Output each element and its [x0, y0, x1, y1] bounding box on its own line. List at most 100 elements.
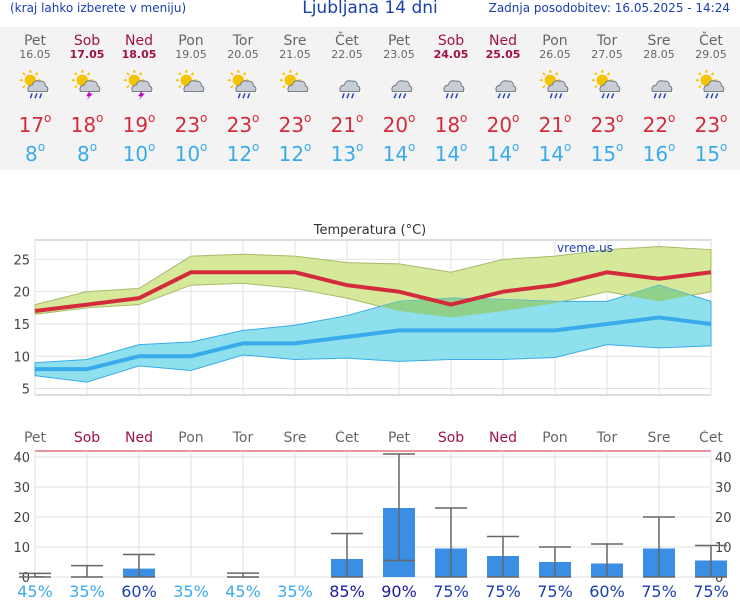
day-date: 25.05 — [485, 48, 521, 61]
min-temp: 13o — [330, 140, 364, 166]
day-name: Sre — [283, 33, 307, 49]
x-tick-label: Sre — [284, 430, 307, 446]
max-temp: 23o — [590, 111, 624, 137]
error-bar — [435, 507, 467, 578]
sun-cloud-thunder-icon — [123, 69, 153, 101]
day-name: Tor — [596, 33, 618, 49]
precip-probability: 75% — [641, 582, 677, 600]
x-tick-label: Čet — [335, 430, 359, 446]
day-date: 21.05 — [279, 48, 311, 61]
error-bar — [123, 553, 155, 578]
precip-probability: 85% — [329, 582, 365, 600]
day-date: 23.05 — [383, 48, 415, 61]
max-temp: 23o — [174, 111, 208, 137]
last-updated: Zadnja posodobitev: 16.05.2025 - 14:24 — [488, 1, 730, 15]
sun-cloud-rain-icon — [695, 69, 725, 99]
max-temp: 20o — [382, 111, 416, 137]
max-temp: 21o — [330, 111, 364, 137]
day-name: Pon — [542, 33, 568, 49]
day-name: Pet — [387, 33, 411, 49]
cloud-rain-icon — [339, 80, 361, 99]
max-temp: 23o — [226, 111, 260, 137]
temperature-chart: Temperatura (°C) 5 10 15 20 25 vreme.us — [13, 223, 712, 398]
min-temp-line — [35, 315, 712, 372]
sun-cloud-icon — [279, 69, 309, 93]
error-bar — [539, 546, 571, 578]
x-tick-label: Sob — [438, 430, 464, 446]
day-column: Sre 28.05 22o 16o — [633, 27, 685, 166]
y-tick-label: 15 — [13, 318, 30, 333]
day-name: Pon — [178, 33, 204, 49]
day-date: 24.05 — [433, 48, 469, 61]
day-column: Pet 16.05 17o 8o — [9, 27, 61, 166]
y-tick-label: 10 — [13, 350, 30, 365]
min-temp: 8o — [24, 140, 46, 166]
day-column: Čet 22.05 21o 13o — [321, 27, 373, 166]
day-column: Sre 21.05 23o 12o — [269, 27, 321, 166]
error-bar — [591, 543, 623, 578]
max-temp: 20o — [486, 111, 520, 137]
day-column: Pon 19.05 23o 10o — [165, 27, 217, 166]
day-date: 29.05 — [695, 48, 727, 61]
min-temp: 15o — [590, 140, 624, 166]
day-date: 19.05 — [175, 48, 207, 61]
x-tick-label: Tor — [232, 430, 254, 446]
max-temp: 19o — [122, 111, 156, 137]
day-column: Ned 25.05 20o 14o — [477, 27, 529, 166]
precip-probability: 35% — [173, 582, 209, 600]
day-column: Tor 20.05 23o 12o — [217, 27, 269, 166]
precip-probability: 90% — [381, 582, 417, 600]
max-temp-line — [34, 270, 712, 314]
precip-probability: 60% — [589, 582, 625, 600]
max-temp: 23o — [278, 111, 312, 137]
day-date: 26.05 — [539, 48, 571, 61]
y-tick-label-left: 30 — [13, 481, 30, 496]
cloud-rain-icon — [651, 80, 673, 99]
day-name: Čet — [699, 33, 723, 49]
y-tick-label-right: 20 — [715, 511, 732, 526]
day-date: 16.05 — [19, 48, 51, 61]
day-column: Sob 24.05 18o 14o — [425, 27, 477, 166]
min-temp: 12o — [278, 140, 312, 166]
cloud-rain-icon — [443, 80, 465, 99]
day-column: Pet 23.05 20o 14o — [373, 27, 425, 166]
max-temp: 17o — [18, 111, 52, 137]
precip-probability: 75% — [693, 582, 729, 600]
y-tick-label-left: 20 — [13, 511, 30, 526]
page-title: Ljubljana 14 dni — [302, 0, 438, 18]
sun-cloud-rain-icon — [591, 69, 621, 99]
x-tick-label: Tor — [596, 430, 618, 446]
error-bar — [487, 535, 519, 578]
min-temp: 10o — [174, 140, 208, 166]
max-temp: 18o — [434, 111, 468, 137]
sun-cloud-rain-icon — [227, 69, 257, 99]
min-temp: 12o — [226, 140, 260, 166]
min-temp: 14o — [486, 140, 520, 166]
plot-area — [34, 450, 712, 578]
day-name: Sre — [647, 33, 671, 49]
day-date: 28.05 — [643, 48, 675, 61]
day-name: Ned — [125, 33, 153, 49]
precip-probability: 35% — [277, 582, 313, 600]
min-temp: 8o — [76, 140, 98, 166]
sun-cloud-rain-icon — [19, 69, 49, 99]
sun-cloud-icon — [175, 69, 205, 93]
max-temp: 18o — [70, 111, 104, 137]
y-tick-label-left: 40 — [13, 451, 30, 466]
x-tick-label: Sre — [648, 430, 671, 446]
day-name: Ned — [489, 33, 517, 49]
error-bar — [383, 453, 415, 562]
sun-cloud-thunder-icon — [71, 69, 101, 101]
min-temp: 14o — [538, 140, 572, 166]
day-name: Tor — [232, 33, 254, 49]
day-date: 22.05 — [331, 48, 363, 61]
y-tick-label: 20 — [13, 286, 30, 301]
error-bar — [643, 516, 675, 578]
precip-probability: 60% — [121, 582, 157, 600]
y-tick-label-left: 10 — [13, 541, 30, 556]
y-tick-label-right: 30 — [715, 481, 732, 496]
top-bar: (kraj lahko izberete v meniju) Ljubljana… — [0, 0, 740, 22]
day-name: Sob — [437, 33, 465, 49]
day-name: Pet — [23, 33, 47, 49]
x-tick-label: Pon — [178, 430, 203, 446]
